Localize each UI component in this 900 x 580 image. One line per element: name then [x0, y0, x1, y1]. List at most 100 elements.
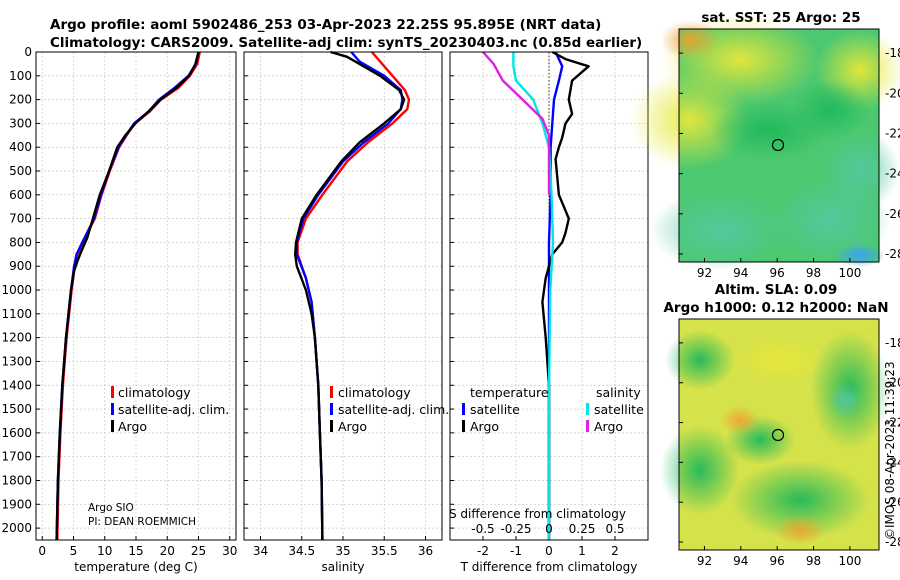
- lon-tick-label: 94: [733, 266, 748, 280]
- legend-label: Argo: [470, 419, 499, 434]
- legend-label: climatology: [338, 385, 411, 400]
- lon-tick-label: 98: [806, 266, 821, 280]
- x-tick-label: -2: [477, 544, 489, 558]
- lon-tick-label: 94: [733, 554, 748, 568]
- difference-panel: -2 -1 0 1 2 T difference from climatology -0.5…: [449, 50, 649, 574]
- plot-frame: [243, 51, 443, 541]
- argo-float-marker: [771, 138, 785, 152]
- s-tick-label: 0.25: [569, 522, 596, 536]
- lon-tick-label: 96: [770, 554, 785, 568]
- s-tick-label: 0.5: [605, 522, 624, 536]
- legend-label: satellite-adj. clim.: [118, 402, 229, 417]
- lat-tick-label: -26: [885, 207, 900, 221]
- depth-tick-label: 300: [9, 116, 32, 130]
- argo-float-marker: [771, 428, 785, 442]
- lat-tick-label: -18: [885, 46, 900, 60]
- lat-tick-label: -20: [885, 86, 900, 100]
- depth-tick-label: 200: [9, 93, 32, 107]
- series-line-salinity-argo: [482, 51, 551, 195]
- lat-tick-label: -18: [885, 336, 900, 350]
- x-tick-label: 25: [191, 544, 206, 558]
- depth-tick-label: 2000: [1, 521, 32, 535]
- legend-label: climatology: [118, 385, 191, 400]
- series-line-climatology: [296, 51, 411, 541]
- sla-map-title-line2: Argo h1000: 0.12 h2000: NaN: [663, 300, 888, 316]
- x-axis-label: temperature (deg C): [74, 560, 197, 574]
- depth-tick-label: 100: [9, 69, 32, 83]
- depth-tick-label: 1500: [1, 402, 32, 416]
- lon-tick-label: 100: [838, 266, 861, 280]
- legend-swatch-satellite: [111, 403, 114, 415]
- series-line-satellite-adj-clim-: [55, 51, 200, 541]
- legend-label: Argo: [118, 419, 147, 434]
- difference-legend: temperature salinity satellite Argo sate…: [462, 385, 644, 434]
- series-line-satellite-adj-clim-: [295, 51, 404, 541]
- lon-tick-label: 100: [838, 554, 861, 568]
- salinity-legend: climatology satellite-adj. clim. Argo: [330, 385, 449, 434]
- x-tick-label: 34: [253, 544, 268, 558]
- legend-swatch-temp-argo: [462, 420, 465, 432]
- x-tick-label: 30: [222, 544, 237, 558]
- series-line-salinity-satellite: [512, 52, 555, 540]
- s-tick-label: -0.5: [471, 522, 494, 536]
- x-tick-label: 15: [128, 544, 143, 558]
- legend-swatch-sal-argo: [586, 420, 589, 432]
- sla-map-title-line1: Altim. SLA: 0.09: [715, 282, 837, 298]
- depth-tick-label: 400: [9, 140, 32, 154]
- plot-frame: [35, 51, 237, 541]
- x-tick-label: 20: [160, 544, 175, 558]
- series-line-temperature-argo: [541, 50, 590, 540]
- plot-frame: [449, 51, 649, 541]
- figure-title-line1: Argo profile: aoml 5902486_253 03-Apr-20…: [50, 17, 601, 33]
- x-tick-label: 0: [545, 544, 553, 558]
- x-tick-label: 34.5: [288, 544, 315, 558]
- depth-tick-label: 600: [9, 188, 32, 202]
- s-tick-label: -0.25: [500, 522, 531, 536]
- series-line-climatology: [56, 51, 201, 541]
- lat-tick-label: -26: [885, 495, 900, 509]
- depth-tick-label: 1400: [1, 378, 32, 392]
- lon-tick-label: 92: [697, 554, 712, 568]
- lat-tick-label: -28: [885, 247, 900, 261]
- x-tick-label: 0: [38, 544, 46, 558]
- depth-tick-label: 800: [9, 235, 32, 249]
- depth-tick-label: 1200: [1, 331, 32, 345]
- x-tick-label: 2: [611, 544, 619, 558]
- lat-tick-label: -20: [885, 376, 900, 390]
- depth-tick-label: 1900: [1, 497, 32, 511]
- legend-label: Argo: [594, 419, 623, 434]
- depth-tick-label: 700: [9, 212, 32, 226]
- legend-swatch-climatology: [111, 386, 114, 398]
- x-tick-label: 35: [335, 544, 350, 558]
- legend-label: satellite: [594, 402, 644, 417]
- lat-tick-label: -22: [885, 126, 900, 140]
- legend-swatch-argo: [111, 420, 114, 432]
- temperature-legend: climatology satellite-adj. clim. Argo: [111, 385, 229, 434]
- depth-tick-label: 0: [24, 45, 32, 59]
- legend-label: satellite: [470, 402, 520, 417]
- depth-tick-label: 500: [9, 164, 32, 178]
- depth-tick-label: 1700: [1, 450, 32, 464]
- x-axis-label: salinity: [321, 560, 364, 574]
- lat-tick-label: -24: [885, 167, 900, 181]
- figure-title-line2: Climatology: CARS2009. Satellite-adj cli…: [50, 35, 642, 51]
- credit-pi: PI: DEAN ROEMMICH: [88, 516, 196, 528]
- depth-tick-label: 1300: [1, 354, 32, 368]
- x-axis-label: T difference from climatology: [460, 560, 638, 574]
- lat-tick-label: -22: [885, 416, 900, 430]
- imos-watermark: ©IMOS 08-Apr-2023 11:39:23: [883, 361, 897, 540]
- legend-swatch-argo: [330, 420, 333, 432]
- legend-swatch-satellite: [330, 403, 333, 415]
- sst-map: [630, 15, 900, 270]
- depth-tick-label: 900: [9, 259, 32, 273]
- x-tick-label: 35.5: [371, 544, 398, 558]
- temperature-panel: 0100200300400500600700800900100011001200…: [1, 45, 237, 574]
- x-tick-label: -1: [510, 544, 522, 558]
- x-tick-label: 1: [578, 544, 586, 558]
- lon-tick-label: 92: [697, 266, 712, 280]
- sla-map: [660, 318, 890, 551]
- depth-tick-label: 1600: [1, 426, 32, 440]
- legend-title-salinity: salinity: [596, 385, 641, 400]
- lat-tick-label: -24: [885, 455, 900, 469]
